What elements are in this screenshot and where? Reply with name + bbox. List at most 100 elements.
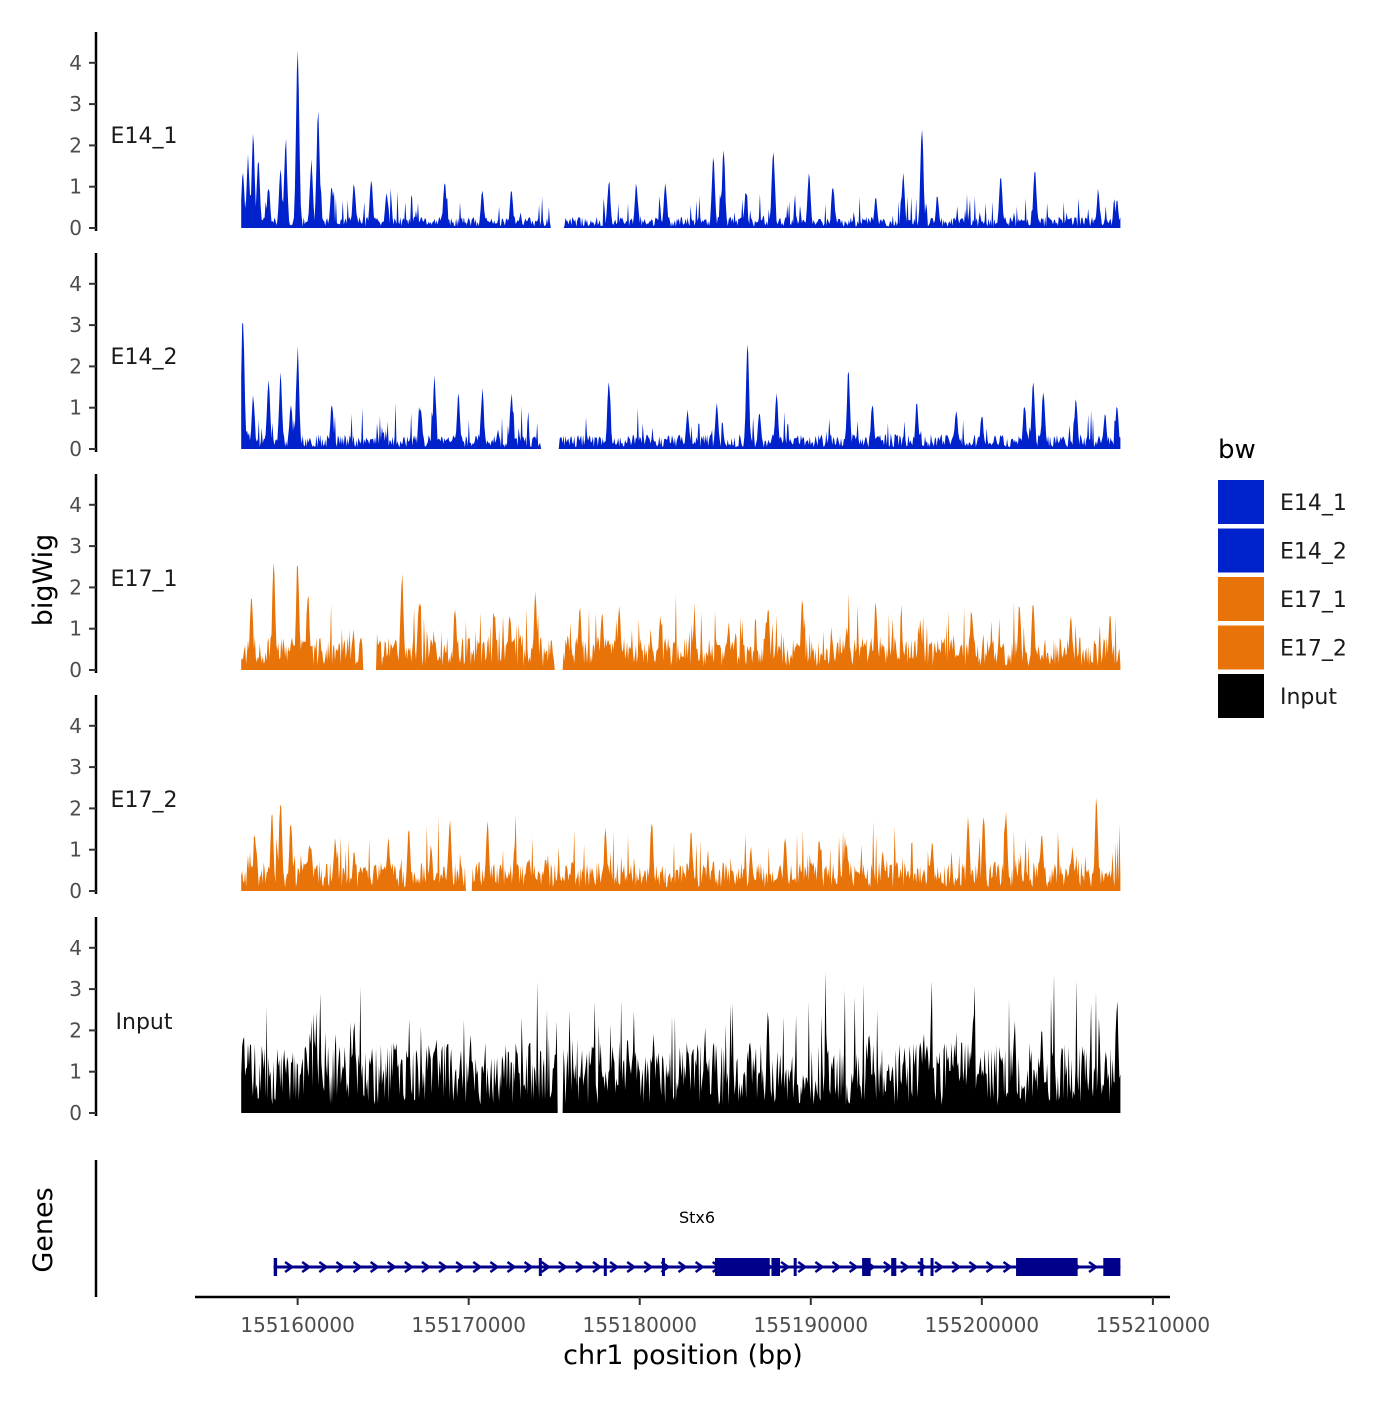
gene-exon — [771, 1258, 780, 1276]
legend-swatch-e14-1 — [1218, 480, 1264, 524]
track-label: E17_1 — [111, 567, 178, 592]
legend-label-e17-1: E17_1 — [1280, 588, 1347, 613]
strand-arrow — [968, 1260, 979, 1274]
y-tick-label: 4 — [69, 51, 82, 75]
legend: bw E14_1 E14_2 E17_1 E17_2 Input — [1218, 435, 1347, 718]
gene-exon — [538, 1258, 542, 1276]
y-tick-label: 2 — [69, 575, 82, 599]
x-tick-label: 155160000 — [240, 1313, 355, 1337]
y-tick-label: 3 — [69, 755, 82, 779]
y-axis-title: bigWig — [28, 534, 59, 627]
strand-arrow — [609, 1260, 620, 1274]
strand-arrow — [352, 1260, 363, 1274]
legend-swatch-e14-2 — [1218, 528, 1264, 573]
signal-area-e17-1 — [241, 562, 1121, 670]
strand-arrow — [523, 1260, 534, 1274]
gene-exon — [920, 1258, 924, 1276]
gene-exon — [273, 1258, 278, 1276]
y-tick-label: 1 — [69, 1060, 82, 1084]
strand-arrow — [1088, 1260, 1099, 1274]
strand-arrow — [455, 1260, 466, 1274]
strand-arrow — [575, 1260, 586, 1274]
strand-arrow — [1002, 1260, 1013, 1274]
legend-swatch-e17-1 — [1218, 577, 1264, 621]
legend-label-input: Input — [1280, 685, 1337, 710]
y-tick-label: 2 — [69, 133, 82, 157]
gene-exon — [891, 1258, 897, 1276]
strand-arrow — [421, 1260, 432, 1274]
signal-tracks: 0 1 2 3 4 E14_1 0 1 2 3 4 E14_2 0 1 2 3 4 E17_1 0 1 2 3 4 E17_2… — [69, 32, 1121, 1125]
strand-arrow — [318, 1260, 329, 1274]
y-tick-label: 4 — [69, 936, 82, 960]
strand-arrow — [558, 1260, 568, 1274]
strand-arrow — [883, 1260, 893, 1274]
legend-label-e17-2: E17_2 — [1280, 637, 1347, 662]
signal-area-input — [241, 971, 1121, 1113]
track-input: 0 1 2 3 4 Input — [69, 917, 1121, 1125]
strand-arrow — [301, 1260, 312, 1274]
y-tick-label: 1 — [69, 396, 82, 420]
x-tick-label: 155210000 — [1096, 1313, 1211, 1337]
strand-arrow — [951, 1260, 962, 1274]
gene-exon — [1016, 1258, 1078, 1276]
y-tick-label: 2 — [69, 796, 82, 820]
legend-title: bw — [1218, 435, 1256, 465]
x-tick-label: 155190000 — [754, 1313, 869, 1337]
gene-exon — [862, 1258, 871, 1276]
strand-arrow — [284, 1260, 295, 1274]
signal-area-e14-1 — [241, 50, 1121, 228]
x-tick-label: 155200000 — [925, 1313, 1040, 1337]
signal-area-e14-2 — [241, 323, 1121, 449]
y-tick-label: 3 — [69, 313, 82, 337]
gene-exon — [715, 1258, 770, 1276]
strand-arrow — [780, 1260, 791, 1274]
gene-exon — [930, 1258, 934, 1276]
legend-label-e14-1: E14_1 — [1280, 491, 1347, 516]
gene-name-label: Stx6 — [679, 1208, 715, 1227]
y-tick-label: 4 — [69, 714, 82, 738]
y-tick-label: 0 — [69, 216, 82, 240]
strand-arrow — [540, 1260, 551, 1274]
signal-area-e17-2 — [241, 797, 1121, 891]
track-e17-2: 0 1 2 3 4 E17_2 — [69, 695, 1121, 903]
x-tick-label: 155170000 — [411, 1313, 526, 1337]
strand-arrow — [369, 1260, 380, 1274]
strand-arrow — [335, 1260, 346, 1274]
strand-arrow — [694, 1260, 705, 1274]
strand-arrow — [900, 1260, 911, 1274]
y-tick-label: 2 — [69, 1018, 82, 1042]
y-tick-label: 3 — [69, 534, 82, 558]
y-tick-label: 0 — [69, 658, 82, 682]
strand-arrow — [404, 1260, 414, 1274]
x-axis: 155160000 155170000 155180000 155190000 1552… — [195, 1295, 1211, 1337]
legend-entries: E14_1 E14_2 E17_1 E17_2 Input — [1218, 480, 1347, 718]
strand-arrow — [985, 1260, 996, 1274]
strand-arrow — [472, 1260, 483, 1274]
y-tick-label: 0 — [69, 879, 82, 903]
y-tick-label: 2 — [69, 354, 82, 378]
y-tick-label: 4 — [69, 272, 82, 296]
track-e14-2: 0 1 2 3 4 E14_2 — [69, 253, 1121, 461]
strand-arrow — [848, 1260, 859, 1274]
strand-arrow — [831, 1260, 842, 1274]
strand-arrow — [626, 1260, 637, 1274]
strand-arrow — [934, 1260, 945, 1274]
y-tick-label: 1 — [69, 838, 82, 862]
strand-arrow — [438, 1260, 449, 1274]
y-tick-label: 1 — [69, 617, 82, 641]
y-tick-label: 0 — [69, 437, 82, 461]
strand-arrow — [814, 1260, 825, 1274]
y-tick-label: 1 — [69, 175, 82, 199]
strand-arrow — [592, 1260, 603, 1274]
gene-exon — [1103, 1258, 1121, 1276]
strand-arrow — [386, 1260, 397, 1274]
y-tick-label: 0 — [69, 1101, 82, 1125]
strand-arrow — [506, 1260, 517, 1274]
strand-arrow — [489, 1260, 500, 1274]
x-axis-title: chr1 position (bp) — [563, 1340, 803, 1371]
gene-exon — [603, 1258, 607, 1276]
y-tick-label: 3 — [69, 977, 82, 1001]
legend-label-e14-2: E14_2 — [1280, 540, 1347, 565]
